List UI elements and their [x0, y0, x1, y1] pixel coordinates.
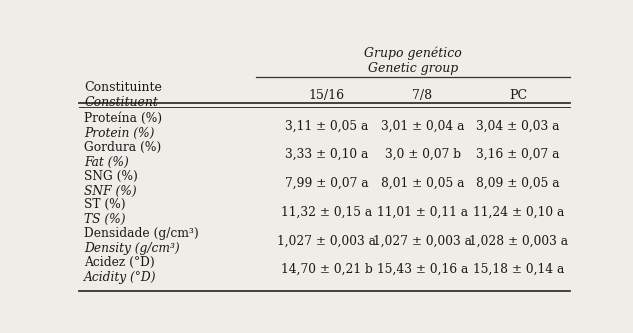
Text: Constituent: Constituent: [84, 96, 158, 109]
Text: Constituinte: Constituinte: [84, 81, 162, 94]
Text: PC: PC: [509, 89, 527, 102]
Text: 1,028 ± 0,003 a: 1,028 ± 0,003 a: [468, 234, 568, 247]
Text: 15,43 ± 0,16 a: 15,43 ± 0,16 a: [377, 263, 468, 276]
Text: 3,04 ± 0,03 a: 3,04 ± 0,03 a: [477, 120, 560, 133]
Text: Genetic group: Genetic group: [368, 62, 458, 75]
Text: 15,18 ± 0,14 a: 15,18 ± 0,14 a: [472, 263, 564, 276]
Text: SNF (%): SNF (%): [84, 184, 137, 197]
Text: 1,027 ± 0,003 a: 1,027 ± 0,003 a: [373, 234, 472, 247]
Text: 11,24 ± 0,10 a: 11,24 ± 0,10 a: [472, 205, 564, 218]
Text: Acidez (°D): Acidez (°D): [84, 256, 155, 269]
Text: TS (%): TS (%): [84, 213, 125, 226]
Text: 11,32 ± 0,15 a: 11,32 ± 0,15 a: [281, 205, 372, 218]
Text: 3,0 ± 0,07 b: 3,0 ± 0,07 b: [384, 148, 461, 161]
Text: Density (g/cm³): Density (g/cm³): [84, 242, 180, 255]
Text: 11,01 ± 0,11 a: 11,01 ± 0,11 a: [377, 205, 468, 218]
Text: 3,11 ± 0,05 a: 3,11 ± 0,05 a: [285, 120, 368, 133]
Text: 7/8: 7/8: [413, 89, 432, 102]
Text: Protein (%): Protein (%): [84, 127, 154, 140]
Text: ST (%): ST (%): [84, 198, 126, 211]
Text: Proteína (%): Proteína (%): [84, 112, 162, 125]
Text: Fat (%): Fat (%): [84, 156, 128, 169]
Text: Grupo genético: Grupo genético: [364, 46, 461, 60]
Text: Densidade (g/cm³): Densidade (g/cm³): [84, 227, 199, 240]
Text: Gordura (%): Gordura (%): [84, 141, 161, 154]
Text: 8,09 ± 0,05 a: 8,09 ± 0,05 a: [477, 177, 560, 190]
Text: 3,16 ± 0,07 a: 3,16 ± 0,07 a: [477, 148, 560, 161]
Text: 15/16: 15/16: [309, 89, 345, 102]
Text: Acidity (°D): Acidity (°D): [84, 271, 156, 284]
Text: 8,01 ± 0,05 a: 8,01 ± 0,05 a: [381, 177, 464, 190]
Text: 7,99 ± 0,07 a: 7,99 ± 0,07 a: [285, 177, 368, 190]
Text: 1,027 ± 0,003 a: 1,027 ± 0,003 a: [277, 234, 377, 247]
Text: 14,70 ± 0,21 b: 14,70 ± 0,21 b: [281, 263, 373, 276]
Text: 3,01 ± 0,04 a: 3,01 ± 0,04 a: [381, 120, 464, 133]
Text: 3,33 ± 0,10 a: 3,33 ± 0,10 a: [285, 148, 368, 161]
Text: SNG (%): SNG (%): [84, 170, 138, 183]
